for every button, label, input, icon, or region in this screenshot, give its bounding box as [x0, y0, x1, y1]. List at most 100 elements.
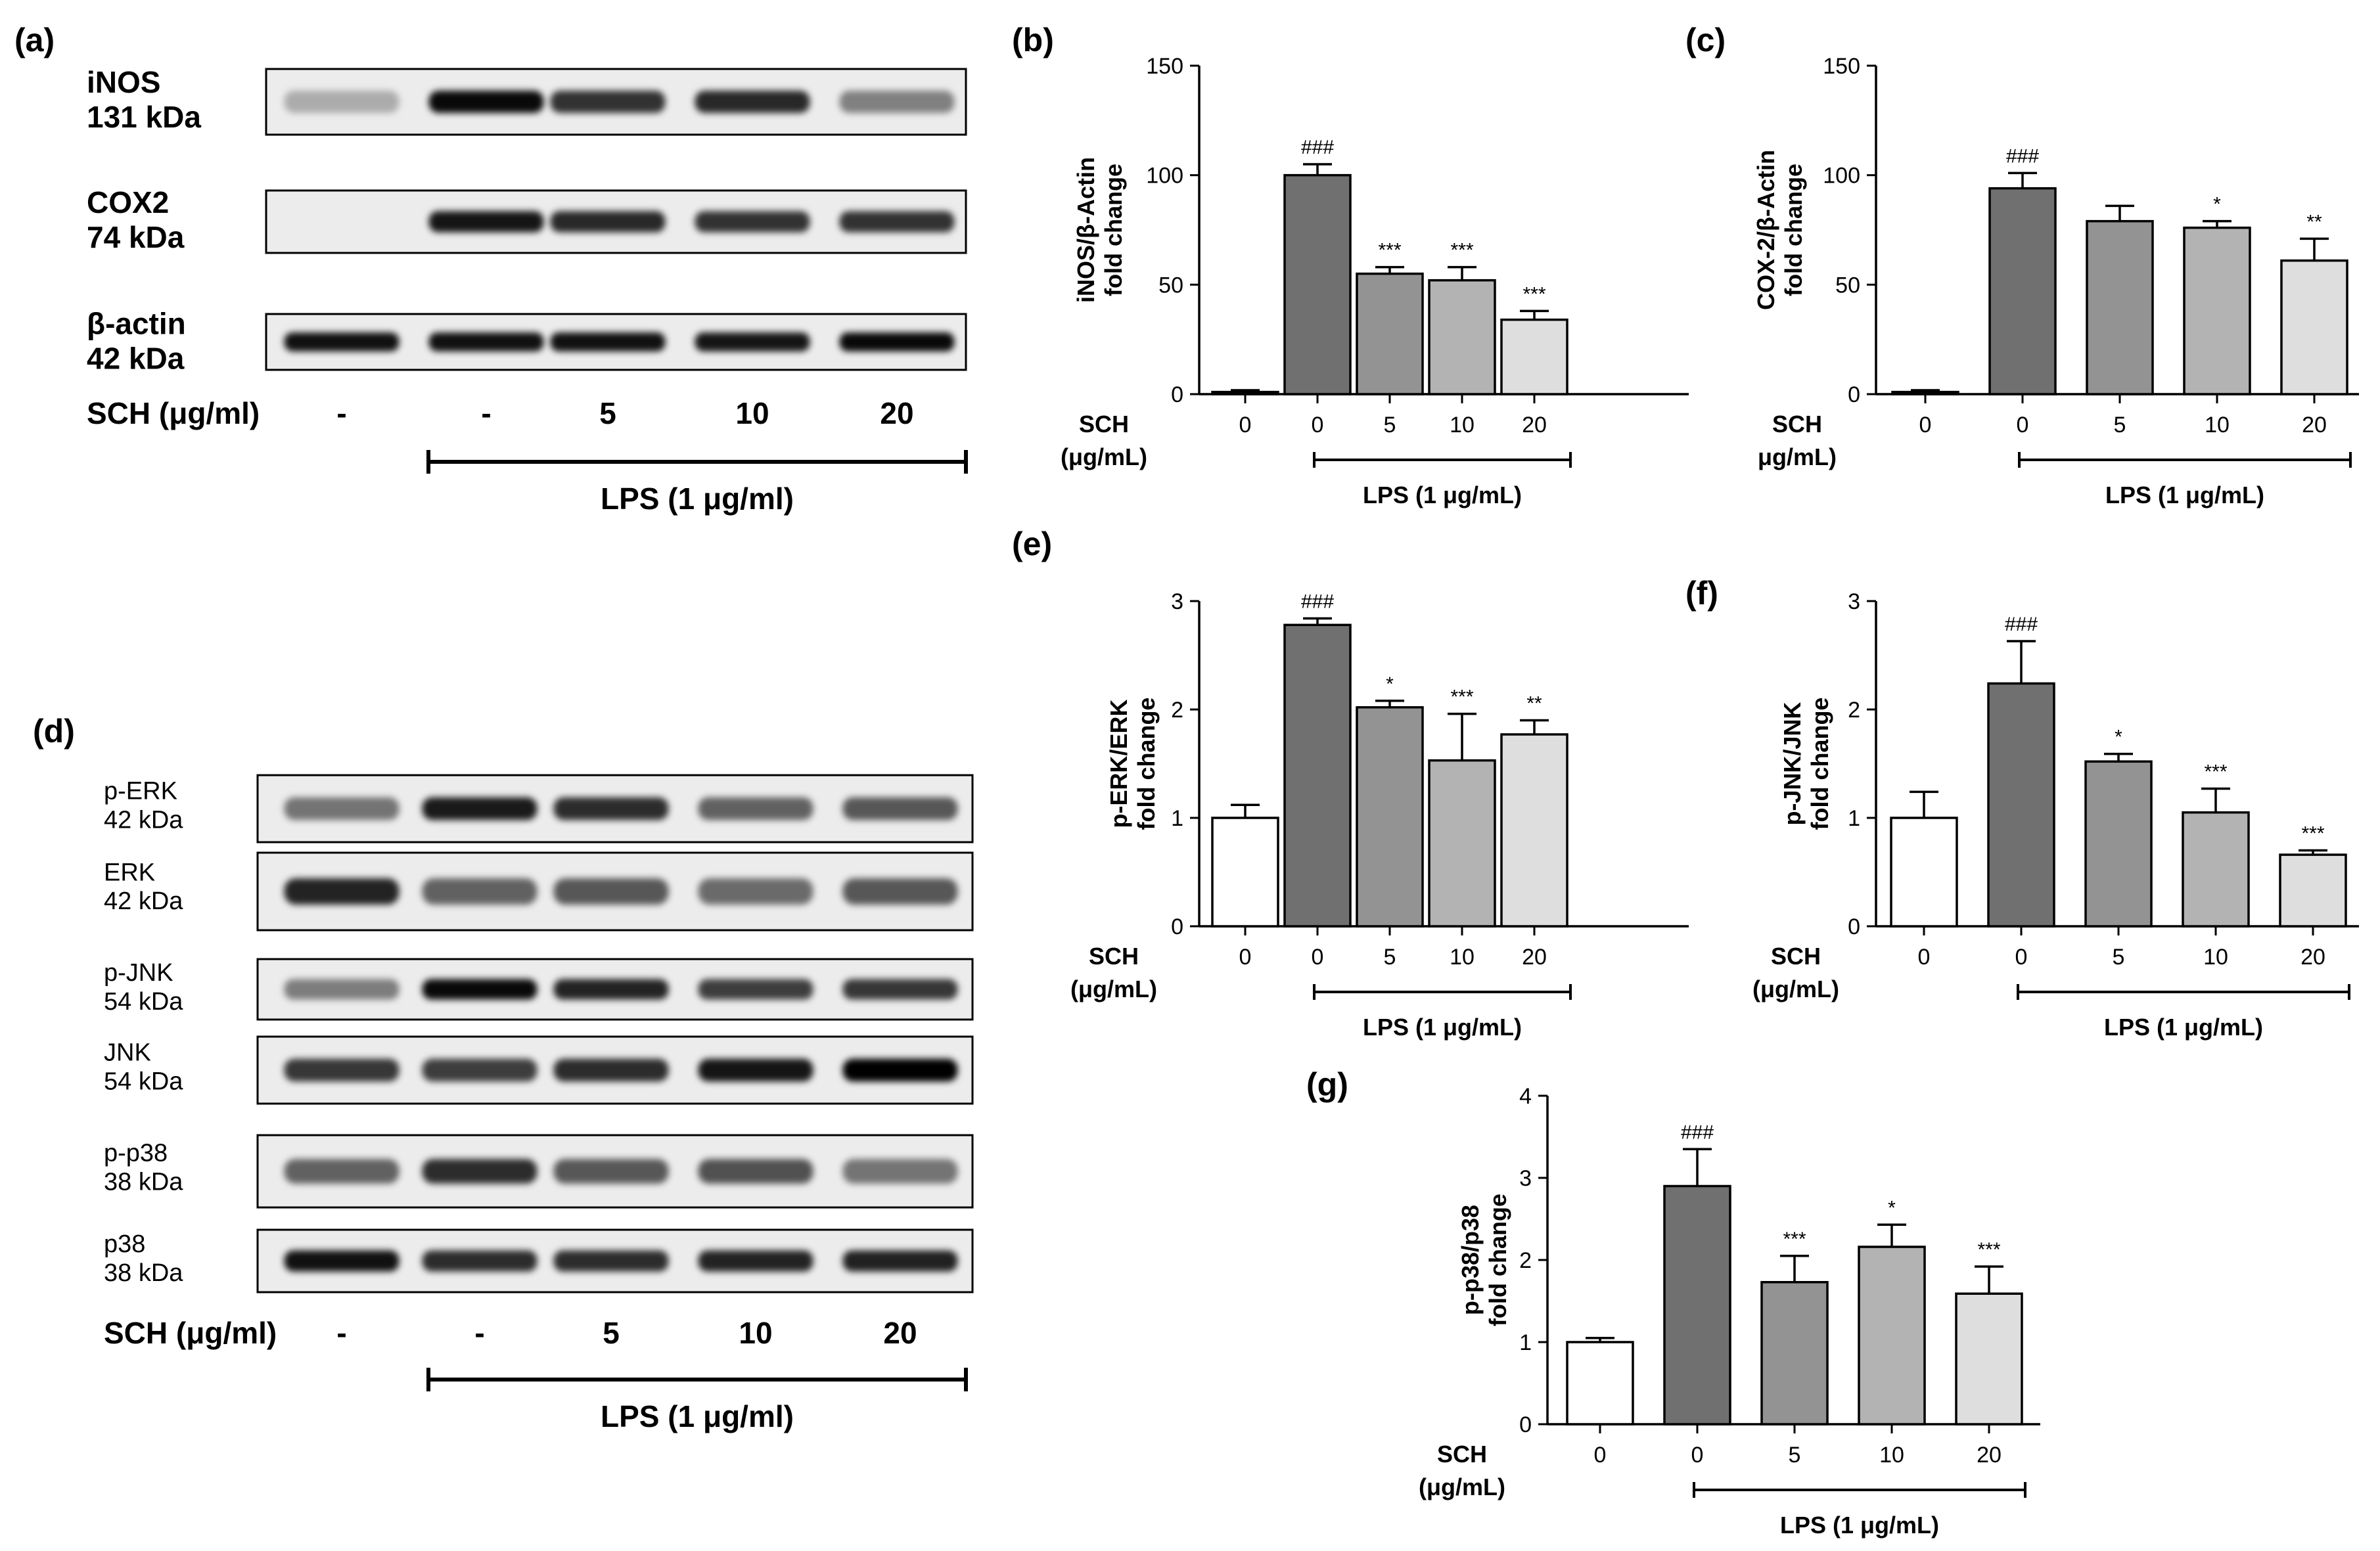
lane-dose-label: 10	[735, 396, 769, 430]
bar	[1428, 759, 1496, 928]
x-tick-label: 5	[1789, 1443, 1801, 1468]
protein-band	[553, 1058, 669, 1082]
protein-band	[284, 1058, 400, 1082]
protein-kda: 54 kDa	[104, 988, 183, 1016]
protein-name: iNOS	[87, 65, 160, 99]
bar	[1988, 187, 2057, 395]
y-tick-label: 0	[1519, 1412, 1532, 1437]
lane-dose-label: 20	[883, 1316, 917, 1350]
sch-unit-label: (μg/mL)	[1752, 976, 1839, 1002]
protein-band	[698, 1159, 813, 1184]
bar	[1500, 318, 1568, 395]
significance-marker: ###	[1301, 591, 1334, 612]
significance-marker: ###	[2006, 145, 2039, 167]
lps-label: LPS (1 μg/ml)	[601, 482, 794, 516]
significance-marker: *	[2213, 194, 2221, 215]
lane-dose-label: 5	[599, 396, 616, 430]
protein-kda: 42 kDa	[87, 342, 185, 376]
bar	[1428, 279, 1496, 395]
lane-dose-label: -	[336, 1316, 346, 1350]
x-tick-label: 0	[1312, 945, 1324, 970]
significance-marker: **	[2306, 211, 2322, 233]
bar	[1663, 1184, 1731, 1426]
lps-label: LPS (1 μg/mL)	[1780, 1512, 1939, 1539]
significance-marker: ***	[1783, 1228, 1806, 1250]
bar	[1858, 1246, 1926, 1426]
y-axis-label-line: COX-2/β-Actin	[1752, 150, 1779, 310]
protein-band	[284, 1250, 400, 1272]
x-tick-label: 10	[2203, 945, 2228, 970]
y-tick-label: 2	[1519, 1248, 1532, 1273]
y-tick-label: 50	[1158, 273, 1183, 298]
bar-chart-b: 0 50 100 150 iNOS/β-Actinfold change 0 ### 0 ***…	[1061, 54, 1689, 508]
panel-label-c: (c)	[1685, 22, 1726, 58]
bar	[1890, 817, 1958, 928]
protein-band	[284, 91, 400, 113]
sch-label: SCH (μg/ml)	[87, 396, 260, 430]
y-tick-label: 3	[1171, 589, 1183, 614]
panel-label-e: (e)	[1012, 526, 1052, 562]
protein-band	[839, 91, 955, 113]
protein-band	[284, 878, 400, 905]
bar	[1955, 1292, 2023, 1426]
x-tick-label: 10	[1450, 945, 1475, 970]
protein-band	[695, 332, 810, 351]
x-tick-label: 5	[2113, 945, 2125, 970]
bar	[1283, 623, 1352, 928]
protein-band	[422, 1250, 538, 1272]
y-tick-label: 0	[1171, 914, 1183, 939]
protein-band	[553, 1159, 669, 1184]
panel-label-b: (b)	[1012, 22, 1054, 58]
protein-band	[428, 211, 544, 233]
bar	[2279, 853, 2347, 928]
protein-band	[284, 979, 400, 1000]
y-tick-label: 50	[1835, 273, 1860, 298]
protein-band	[422, 979, 538, 1000]
significance-marker: *	[1888, 1197, 1896, 1219]
x-tick-label: 10	[1450, 413, 1475, 438]
significance-marker: ###	[1301, 137, 1334, 158]
bar-chart-c: 0 50 100 150 COX-2/β-Actinfold change 0 ### 0 5 *…	[1752, 54, 2359, 508]
significance-marker: ***	[1378, 240, 1401, 261]
protein-name: p-ERK	[104, 778, 177, 805]
lane-dose-label: -	[336, 396, 346, 430]
protein-band	[698, 979, 813, 1000]
y-tick-label: 4	[1519, 1084, 1532, 1109]
x-tick-label: 20	[2300, 945, 2325, 970]
protein-name: p38	[104, 1230, 145, 1258]
bar	[1891, 390, 1959, 395]
x-tick-label: 5	[1384, 945, 1396, 970]
bar	[2084, 760, 2153, 928]
sch-label: SCH (μg/ml)	[104, 1316, 277, 1350]
protein-name: β-actin	[87, 307, 186, 341]
bar	[2182, 811, 2250, 928]
panel-label-d: (d)	[33, 713, 75, 750]
y-axis-label-line: p-p38/p38	[1457, 1205, 1484, 1315]
bar	[2183, 226, 2251, 395]
panel-label-g: (g)	[1306, 1066, 1348, 1103]
protein-band	[698, 1058, 813, 1082]
bar	[2086, 219, 2154, 395]
lps-label: LPS (1 μg/mL)	[1363, 1014, 1522, 1041]
significance-marker: *	[2115, 727, 2122, 748]
protein-band	[422, 1159, 538, 1184]
bar	[1566, 1341, 1634, 1426]
protein-band	[550, 332, 666, 351]
y-tick-label: 3	[1848, 589, 1860, 614]
y-tick-label: 0	[1848, 914, 1860, 939]
bar-chart-f: 0 1 2 3 p-JNK/JNKfold change 0 ### 0 * 5 *** 10 *** 2…	[1752, 589, 2359, 1041]
protein-band	[695, 211, 810, 233]
x-tick-label: 0	[1919, 413, 1932, 438]
bar	[2280, 259, 2348, 395]
lps-label: LPS (1 μg/mL)	[2105, 482, 2264, 508]
protein-name: JNK	[104, 1039, 151, 1067]
sch-label: SCH	[1089, 943, 1139, 970]
y-axis-label: p-JNK/JNKfold change	[1779, 697, 1833, 830]
protein-band	[842, 979, 958, 1000]
protein-name: p-JNK	[104, 959, 173, 987]
y-tick-label: 2	[1171, 698, 1183, 723]
y-tick-label: 100	[1823, 164, 1860, 189]
bar	[1356, 706, 1424, 928]
